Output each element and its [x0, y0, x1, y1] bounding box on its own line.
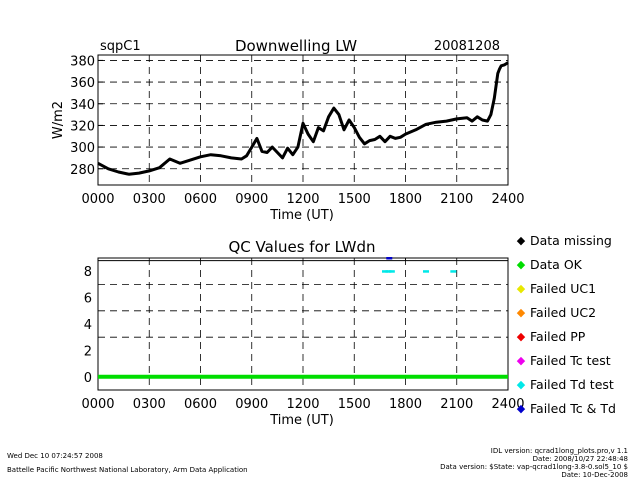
top-chart-title: Downwelling LW [235, 37, 357, 55]
footer-date-line: Date: 2008/10/27 22:48:48 [532, 455, 628, 463]
legend-label: Data missing [530, 233, 612, 248]
legend-label: Failed UC2 [530, 305, 596, 320]
bottom-x-tick-label: 1800 [389, 397, 422, 412]
legend-label: Failed Tc & Td [530, 401, 616, 416]
legend-marker: ◆ [517, 330, 526, 343]
legend-label: Failed UC1 [530, 281, 596, 296]
top-y-axis-label: W/m2 [51, 101, 66, 139]
bottom-x-axis-label: Time (UT) [269, 413, 334, 428]
bottom-x-tick-label: 0900 [235, 397, 268, 412]
top-x-tick-label: 1200 [286, 192, 319, 207]
bottom-y-tick-label: 6 [84, 292, 92, 307]
bottom-x-tick-label: 1500 [338, 397, 371, 412]
top-y-tick-label: 340 [70, 98, 95, 113]
legend-label: Data OK [530, 257, 583, 272]
top-x-axis-label: Time (UT) [269, 208, 334, 223]
top-x-tick-label: 1500 [338, 192, 371, 207]
legend-label: Failed PP [530, 329, 586, 344]
top-y-tick-label: 280 [70, 163, 95, 178]
bottom-plot-frame [97, 257, 509, 391]
qc-point [450, 270, 457, 273]
top-x-tick-label: 2100 [440, 192, 473, 207]
legend-marker: ◆ [517, 234, 526, 247]
top-x-tick-label: 1800 [389, 192, 422, 207]
legend-marker: ◆ [517, 402, 526, 415]
bottom-x-tick-label: 0300 [133, 397, 166, 412]
legend-marker: ◆ [517, 378, 526, 391]
legend-marker: ◆ [517, 258, 526, 271]
bottom-y-tick-label: 4 [84, 318, 92, 333]
qc-point [385, 270, 392, 273]
qc-point [423, 270, 429, 273]
footer-gen-date: Date: 10-Dec-2008 [561, 471, 628, 479]
top-plot-frame [97, 54, 509, 186]
top-x-tick-label: 0600 [184, 192, 217, 207]
site-label: sqpC1 [100, 39, 141, 54]
bottom-x-tick-label: 0600 [184, 397, 217, 412]
top-x-tick-label: 0900 [235, 192, 268, 207]
bottom-x-tick-label: 2400 [491, 397, 524, 412]
legend-marker: ◆ [517, 306, 526, 319]
qc-point [388, 270, 395, 273]
top-x-tick-label: 2400 [491, 192, 524, 207]
date-label: 20081208 [434, 39, 500, 54]
bottom-x-tick-label: 2100 [440, 397, 473, 412]
bottom-x-tick-label: 0000 [81, 397, 114, 412]
bottom-chart-title: QC Values for LWdn [228, 238, 375, 256]
footer-timestamp: Wed Dec 10 07:24:57 2008 [7, 452, 103, 460]
bottom-x-tick-label: 1200 [286, 397, 319, 412]
top-y-tick-label: 320 [70, 119, 95, 134]
footer-idl-version: IDL version: qcrad1long_plots.pro,v 1.1 [490, 447, 628, 455]
footer-lab: Battelle Pacific Northwest National Labo… [7, 466, 248, 474]
qc-point [382, 270, 388, 273]
bottom-y-tick-label: 8 [84, 265, 92, 280]
bottom-y-tick-label: 2 [84, 344, 92, 359]
top-x-tick-label: 0000 [81, 192, 114, 207]
legend-label: Failed Tc test [530, 353, 611, 368]
legend-marker: ◆ [517, 282, 526, 295]
top-y-tick-label: 380 [70, 54, 95, 69]
bottom-y-tick-label: 0 [84, 371, 92, 386]
legend-label: Failed Td test [530, 377, 614, 392]
legend-marker: ◆ [517, 354, 526, 367]
footer-data-version: Data version: $State: vap-qcrad1long-3.8… [440, 463, 628, 471]
top-x-tick-label: 0300 [133, 192, 166, 207]
qc-point [386, 257, 393, 260]
lw-series-line [97, 61, 509, 176]
top-y-tick-label: 300 [70, 141, 95, 156]
top-y-tick-label: 360 [70, 76, 95, 91]
